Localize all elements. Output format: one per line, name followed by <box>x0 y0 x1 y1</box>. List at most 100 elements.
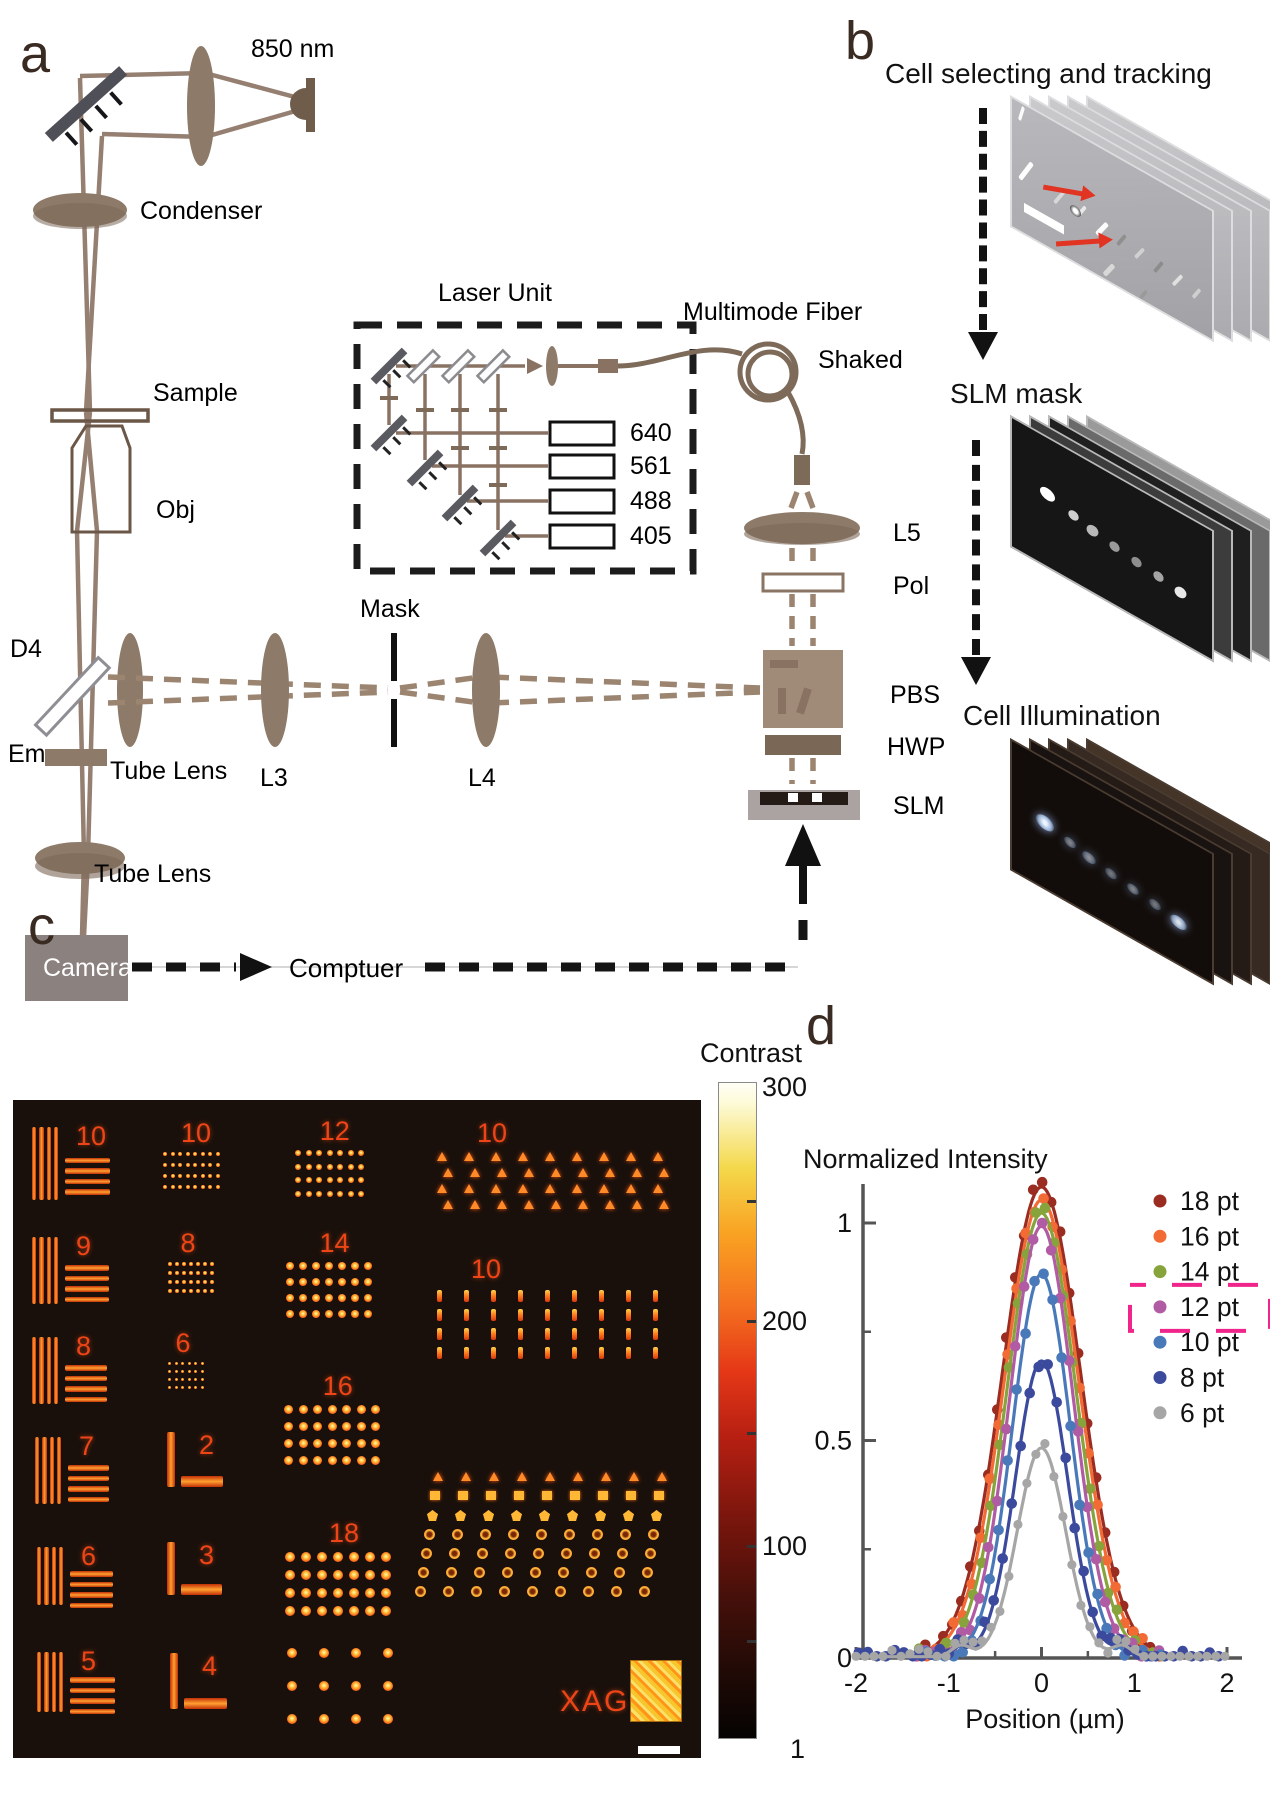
target-pattern-element <box>578 1200 588 1209</box>
target-pattern-element <box>356 1439 366 1448</box>
target-pattern-element <box>545 1309 550 1321</box>
target-pattern-number: 12 <box>319 1116 350 1146</box>
target-pattern-element <box>42 1437 47 1504</box>
target-pattern-element <box>301 1606 311 1616</box>
series-dot <box>1175 1651 1185 1661</box>
target-pattern-element <box>51 1652 56 1712</box>
decor <box>1129 556 1144 569</box>
target-pattern-number: 10 <box>477 1118 508 1148</box>
target-pattern-element <box>189 1280 193 1284</box>
decor <box>1040 483 1055 505</box>
target-pattern-element <box>418 1567 429 1578</box>
decor <box>1133 247 1146 260</box>
target-pattern-element <box>70 1602 113 1609</box>
target-pattern-element <box>511 1510 522 1521</box>
target-pattern-element <box>313 1405 322 1414</box>
target-pattern-element <box>471 1586 482 1597</box>
target-pattern-element <box>193 1152 197 1156</box>
x-tick-label: -2 <box>844 1668 868 1698</box>
slm-pixel-1 <box>788 793 798 802</box>
target-pattern-element <box>349 1606 359 1616</box>
decor <box>1082 848 1096 867</box>
series-dot <box>1031 1449 1041 1459</box>
target-pattern-element <box>551 1200 561 1209</box>
target-pattern-element <box>626 1309 631 1321</box>
target-pattern-element <box>437 1152 447 1161</box>
target-pattern-element <box>639 1586 650 1597</box>
series-dot <box>1076 1600 1086 1610</box>
series-dot <box>1039 1202 1051 1214</box>
target-pattern-element <box>561 1548 572 1559</box>
target-pattern-element <box>342 1422 351 1431</box>
panel-b-step3-heading: Cell Illumination <box>963 700 1161 731</box>
target-pattern-element <box>295 1163 301 1170</box>
decor <box>1149 896 1161 913</box>
target-pattern-element <box>433 1472 443 1481</box>
target-pattern-element <box>464 1347 469 1359</box>
target-pattern-element <box>46 1337 51 1404</box>
target-pattern-element <box>327 1422 337 1431</box>
x-tick-label: -1 <box>937 1668 961 1698</box>
target-pattern-element <box>351 1262 359 1270</box>
y-tick-label: 0 <box>837 1643 852 1673</box>
series-dot <box>975 1532 986 1543</box>
target-pattern-element <box>37 1652 42 1712</box>
slm-arm-dashes <box>788 491 816 784</box>
source-label: 850 nm <box>251 35 334 63</box>
series-dot <box>1211 1651 1221 1661</box>
series-dot <box>1092 1499 1103 1511</box>
series-dot <box>1072 1426 1084 1437</box>
target-pattern-element <box>626 1184 636 1193</box>
series-dot <box>1202 1651 1212 1661</box>
target-pattern-element <box>337 1190 343 1197</box>
target-pattern-element <box>167 1542 175 1595</box>
target-pattern-element <box>185 1163 190 1167</box>
target-pattern-element <box>301 1588 311 1598</box>
target-pattern-element <box>68 1475 109 1482</box>
slm-label: SLM <box>893 792 944 820</box>
target-pattern-element <box>437 1290 442 1302</box>
target-pattern-element <box>351 1310 359 1318</box>
series-dot <box>1130 1644 1140 1654</box>
target-pattern-element <box>572 1347 577 1359</box>
target-pattern-element <box>312 1310 320 1318</box>
target-pattern-element <box>286 1310 294 1318</box>
target-pattern-element <box>651 1510 662 1521</box>
target-pattern-element <box>305 1150 312 1156</box>
pbs-label: PBS <box>890 681 940 709</box>
coupler-arrow-icon <box>527 358 543 374</box>
target-pattern-number: 16 <box>322 1371 353 1401</box>
legend-label-6pt: 6 pt <box>1180 1398 1225 1428</box>
target-pattern-element <box>200 1185 205 1189</box>
pbs-mark-1 <box>770 660 798 668</box>
target-pattern-element <box>437 1184 447 1193</box>
laser-source-850-icon <box>290 78 315 132</box>
series-dot <box>1110 1581 1121 1593</box>
target-pattern-element <box>181 1370 184 1373</box>
target-pattern-element <box>326 1190 333 1197</box>
colorbar-tick <box>747 1200 756 1203</box>
target-pattern-element <box>174 1386 178 1389</box>
target-pattern-element <box>337 1150 343 1156</box>
xag-hologram-patch <box>630 1660 682 1722</box>
target-pattern-element <box>65 1375 107 1382</box>
target-pattern-element <box>163 1174 167 1178</box>
series-dot <box>1033 1361 1044 1373</box>
target-pattern-element <box>313 1422 322 1431</box>
target-pattern-element <box>287 1681 297 1691</box>
target-pattern-element <box>333 1606 343 1616</box>
target-pattern-element <box>338 1310 346 1318</box>
target-pattern-element <box>319 1714 329 1724</box>
series-line-16pt <box>856 1198 1227 1659</box>
target-pattern-element <box>497 1200 507 1209</box>
target-pattern-element <box>285 1606 295 1616</box>
series-dot <box>1018 1281 1030 1292</box>
panel-b-step2-heading: SLM mask <box>950 378 1083 409</box>
target-pattern-element <box>342 1405 351 1414</box>
target-pattern-element <box>184 1698 227 1709</box>
target-pattern-element <box>527 1586 538 1597</box>
target-pattern-element <box>337 1163 343 1170</box>
series-dot <box>1093 1541 1105 1552</box>
target-pattern-element <box>163 1163 167 1167</box>
target-pattern-element <box>333 1588 343 1598</box>
